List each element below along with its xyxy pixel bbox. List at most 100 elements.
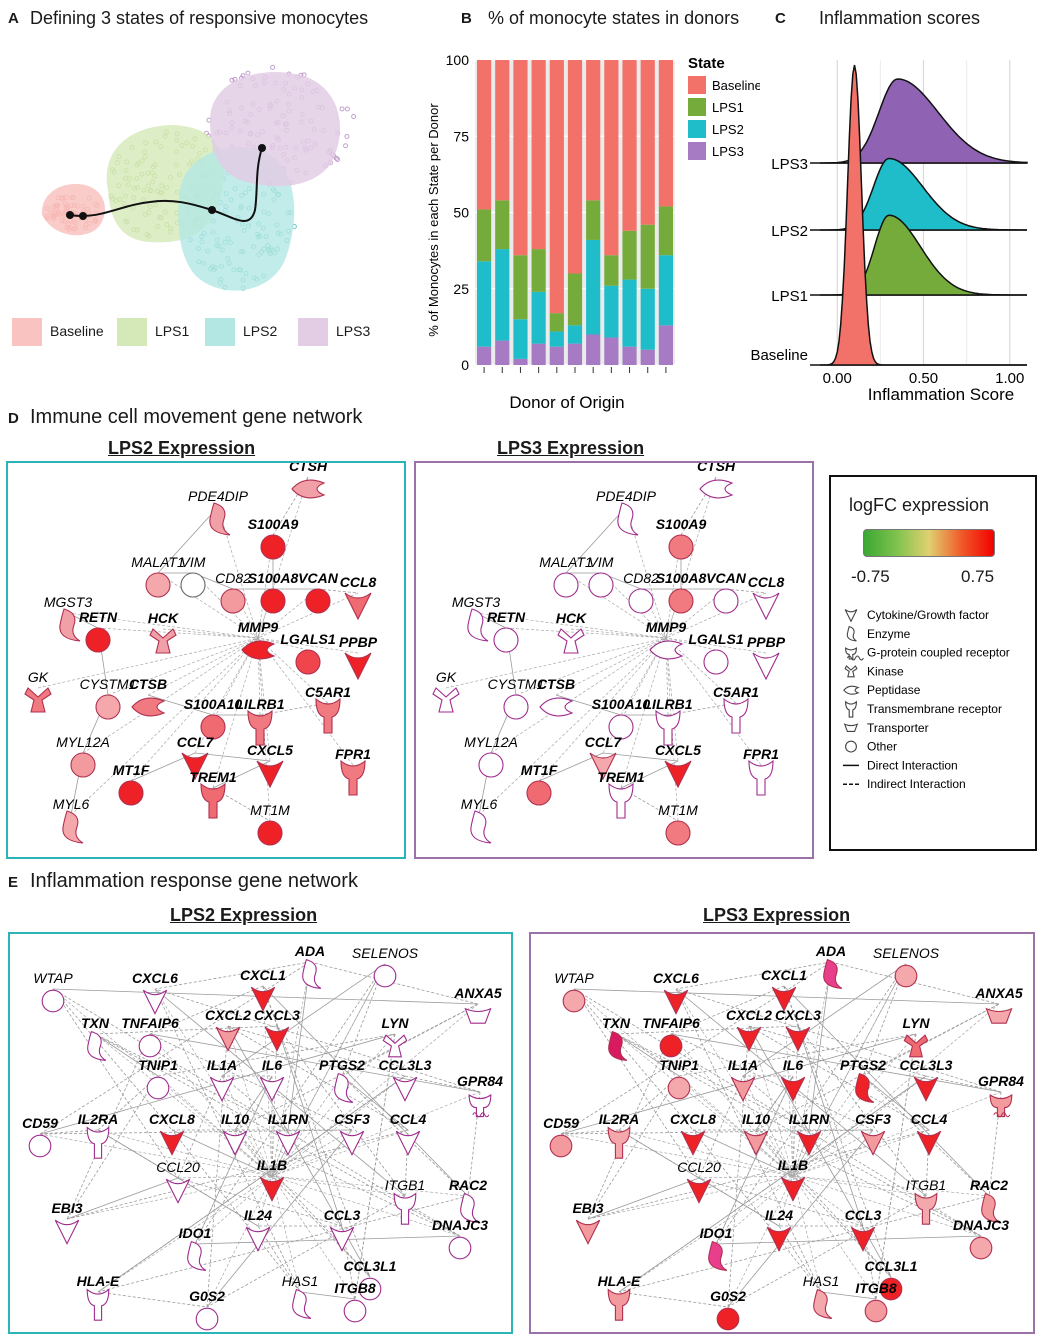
gene-label: CD59 — [543, 1115, 579, 1131]
gene-label: S100A9 — [656, 516, 707, 532]
y-tick-label: LPS1 — [771, 288, 808, 305]
bar-baseline — [567, 60, 583, 274]
gene-label: VIM — [589, 554, 614, 570]
node-mgst3: MGST3 — [452, 594, 500, 642]
node-ccl4: CCL4 — [390, 1111, 426, 1156]
gene-label: IL10 — [742, 1111, 770, 1127]
node-ptgs2: PTGS2 — [319, 1057, 365, 1103]
gene-label: CXCL2 — [205, 1007, 251, 1023]
bar-lps1 — [531, 249, 546, 292]
node-selenos: SELENOS — [873, 945, 940, 988]
bar-baseline — [477, 60, 492, 210]
node-cxcl6: CXCL6 — [653, 970, 699, 1015]
panel-b-letter: B — [461, 10, 472, 27]
legend-shape-list: Cytokine/Growth factor Enzyme G-protein co… — [843, 608, 1010, 791]
gene-label: CCL20 — [677, 1159, 721, 1175]
bar-lps1 — [658, 206, 673, 256]
gene-label: CXCL5 — [655, 742, 701, 758]
panel-e-lps3-label: LPS3 Expression — [703, 905, 851, 925]
bar-baseline — [513, 60, 528, 256]
gene-label: G0S2 — [710, 1288, 746, 1304]
gene-label: VIM — [181, 554, 206, 570]
gene-label: MGST3 — [44, 594, 92, 610]
node-dnajc3: DNAJC3 — [953, 1217, 1009, 1260]
node-ccl7: CCL7 — [177, 734, 214, 781]
gene-label: S100A10 — [592, 696, 651, 712]
node-cxcl2: CXCL2 — [726, 1007, 772, 1052]
node-ccl3l3: CCL3L3 — [379, 1057, 432, 1102]
gene-label: CD82 — [623, 570, 659, 586]
legend-item-label: Enzyme — [867, 627, 911, 641]
gene-label: G0S2 — [189, 1288, 225, 1304]
y-tick-label: 25 — [453, 281, 469, 297]
node-cxcl3: CXCL3 — [775, 1007, 821, 1052]
x-tick-label: 1.00 — [995, 370, 1024, 387]
node-vim: VIM — [588, 554, 614, 598]
legend-item-kinase: Kinase — [844, 664, 904, 678]
node-lilrb1: LILRB1 — [644, 696, 693, 746]
gene-label: CXCL2 — [726, 1007, 772, 1023]
gene-label: CYSTM1 — [488, 676, 545, 692]
node-dnajc3: DNAJC3 — [432, 1217, 488, 1260]
gene-label: TXN — [81, 1015, 110, 1031]
node-mmp9: MMP9 — [646, 619, 686, 660]
gene-label: WTAP — [33, 970, 73, 986]
network-e-lps2: ADA SELENOS WTAP CXCL6 CXCL1 ANXA5 TXN TNFAIP6 C… — [22, 943, 503, 1331]
gene-label: CCL20 — [156, 1159, 200, 1175]
baseline-region — [41, 184, 105, 236]
node-cxcl5: CXCL5 — [655, 742, 701, 789]
node-ccl4: CCL4 — [911, 1111, 947, 1156]
legend-label-lps3: LPS3 — [712, 144, 744, 159]
node-itgb1: ITGB1 — [906, 1177, 946, 1225]
node-cxcl2: CXCL2 — [205, 1007, 251, 1052]
gene-label: MALAT1 — [539, 554, 592, 570]
gene-label: HCK — [556, 610, 587, 626]
node-lyn: LYN — [903, 1015, 930, 1058]
legend-label-lps2: LPS2 — [243, 323, 278, 339]
legend-item-peptidase: Peptidase — [843, 683, 921, 697]
legend-item-gpcr: G-protein coupled receptor — [845, 646, 1010, 661]
bar-baseline — [604, 60, 619, 256]
gene-label: VCAN — [298, 570, 339, 586]
bar-lps1 — [586, 200, 601, 240]
x-axis-label: Donor of Origin — [509, 393, 624, 412]
gene-label: LILRB1 — [644, 696, 693, 712]
node-itgb1: ITGB1 — [385, 1177, 425, 1225]
gene-label: LYN — [382, 1015, 410, 1031]
panel-e-lps2-label: LPS2 Expression — [170, 905, 318, 925]
panel-d-lps2-label: LPS2 Expression — [108, 438, 256, 458]
node-il1a: IL1A — [207, 1057, 237, 1102]
node-tnfaip6: TNFAIP6 — [642, 1015, 700, 1058]
panel-e-lps2-frame: ADA SELENOS WTAP CXCL6 CXCL1 ANXA5 TXN TNFAIP6 C… — [8, 932, 513, 1334]
legend-item-label: Cytokine/Growth factor — [867, 608, 989, 622]
y-tick-label: 75 — [453, 128, 469, 144]
gene-label: TNFAIP6 — [642, 1015, 700, 1031]
bar-lps2 — [658, 255, 673, 326]
legend-swatch-lps2 — [205, 318, 235, 346]
gene-label: EBI3 — [51, 1200, 82, 1216]
node-ctsh: CTSH — [697, 458, 736, 499]
node-il6: IL6 — [259, 1057, 285, 1102]
gene-label: CXCL3 — [254, 1007, 300, 1023]
gene-label: PPBP — [747, 634, 786, 650]
panel-c-letter: C — [775, 10, 786, 27]
node-mt1m: MT1M — [658, 802, 698, 846]
bar-lps1 — [640, 224, 655, 289]
node-txn: TXN — [81, 1015, 110, 1061]
gene-label: ITGB1 — [906, 1177, 946, 1193]
gene-label: MT1M — [250, 802, 290, 818]
bar-lps2 — [549, 331, 564, 347]
bar-baseline — [549, 60, 564, 314]
bar-lps1 — [513, 255, 528, 320]
gene-label: CCL3L3 — [900, 1057, 953, 1073]
legend-item-label: Indirect Interaction — [867, 777, 966, 791]
bar-lps3 — [640, 349, 655, 365]
node-itgb8: ITGB8 — [334, 1280, 376, 1323]
node-fpr1: FPR1 — [335, 746, 371, 796]
node-s100a10: S100A10 — [592, 696, 651, 740]
gene-label: IL1RN — [268, 1111, 309, 1127]
bar-lps2 — [513, 319, 528, 359]
gene-label: FPR1 — [743, 746, 779, 762]
legend-item-label: Kinase — [867, 664, 904, 678]
bar-lps3 — [477, 346, 492, 365]
